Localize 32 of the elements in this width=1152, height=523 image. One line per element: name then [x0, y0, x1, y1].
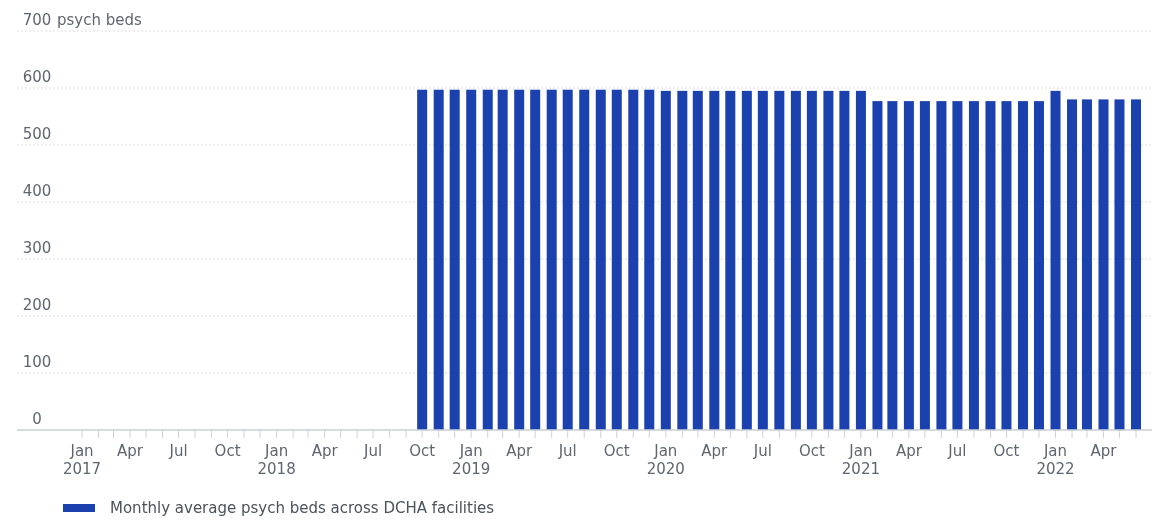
y-tick-label: 0: [32, 410, 42, 428]
y-tick-label: 600: [22, 68, 52, 86]
x-tick-label: Oct: [993, 442, 1020, 460]
x-tick-label: Jul: [752, 442, 772, 460]
x-tick-label: Apr: [311, 442, 339, 460]
y-tick-label: 300: [22, 239, 52, 257]
x-tick-label: Oct: [409, 442, 436, 460]
y-tick-label: 400: [22, 182, 52, 200]
x-tick-label: Jul: [363, 442, 383, 460]
x-tick-label: Apr: [117, 442, 144, 460]
x-tick-label: Apr: [895, 442, 923, 460]
y-tick-label: 500: [22, 125, 52, 143]
x-tick-label: Apr: [1090, 442, 1118, 460]
x-tick-label: Jul: [168, 442, 188, 460]
x-tick-label: Jul: [947, 442, 967, 460]
y-tick-label: 700: [22, 11, 52, 29]
x-tick-label: Oct: [214, 442, 241, 460]
x-tick-label: Jul: [557, 442, 577, 460]
x-tick-label: Jan 2022: [1036, 442, 1075, 478]
x-tick-label: Jan 2018: [257, 442, 296, 478]
x-tick-label: Oct: [798, 442, 825, 460]
legend-label: Monthly average psych beds across DCHA facilities: [110, 499, 495, 517]
x-tick-label: Oct: [603, 442, 630, 460]
y-tick-label: 100: [22, 353, 52, 371]
x-tick-label: Jan 2020: [646, 442, 685, 478]
x-tick-label: Apr: [506, 442, 533, 460]
x-tick-label: Jan 2021: [841, 442, 881, 478]
x-tick-label: Jan 2019: [452, 442, 491, 478]
y-tick-label: 200: [22, 296, 52, 314]
y-axis-title: psych beds: [57, 11, 143, 29]
x-tick-label: Jan 2017: [62, 442, 102, 478]
x-tick-label: Apr: [701, 442, 729, 460]
